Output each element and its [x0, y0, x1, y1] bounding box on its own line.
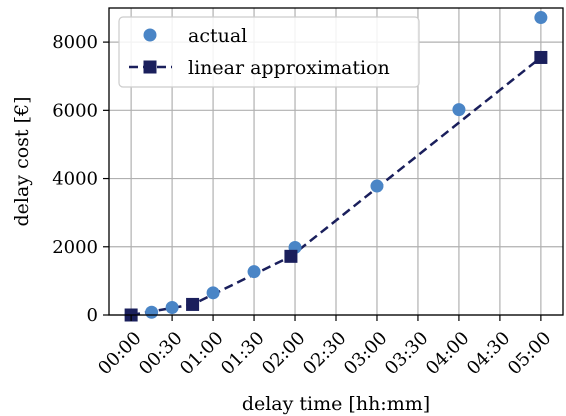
linear-approximation-line	[130, 56, 542, 317]
x-tick-label: 05:00	[504, 328, 556, 380]
actual-point	[165, 300, 179, 314]
x-tick-label: 03:30	[381, 328, 433, 380]
actual-point	[534, 11, 548, 25]
x-tick-label: 03:00	[340, 328, 392, 380]
y-axis-ticks: 0 2000 4000 6000 8000	[52, 32, 109, 326]
actual-point	[206, 286, 220, 300]
legend-box	[118, 16, 420, 88]
approximation-point	[534, 50, 548, 64]
x-tick-label: 00:00	[94, 328, 146, 380]
legend-actual-label: actual	[188, 25, 247, 47]
y-axis-label: delay cost [€]	[11, 96, 33, 226]
legend-approximation-label: linear approximation	[188, 57, 390, 79]
legend: actual linear approximation	[118, 16, 420, 88]
y-tick-label: 0	[87, 305, 98, 326]
approximation-point	[186, 297, 200, 311]
y-tick-label: 8000	[52, 32, 98, 53]
x-tick-label: 04:00	[422, 328, 474, 380]
x-tick-label: 00:30	[135, 328, 187, 380]
legend-actual-marker	[143, 28, 157, 42]
x-tick-label: 01:30	[217, 328, 269, 380]
y-tick-label: 2000	[52, 237, 98, 258]
x-axis-ticks: 00:0000:3001:0001:3002:0002:3003:0003:30…	[94, 315, 555, 379]
x-tick-label: 01:00	[176, 328, 228, 380]
series-linear-approximation-line	[130, 56, 542, 317]
actual-point	[247, 265, 261, 279]
x-axis-label: delay time [hh:mm]	[242, 393, 430, 415]
approximation-point	[284, 249, 298, 263]
series-markers	[124, 11, 548, 322]
x-tick-label: 02:00	[258, 328, 310, 380]
actual-point	[370, 179, 384, 193]
legend-approximation-marker	[143, 60, 157, 74]
actual-point	[145, 305, 159, 319]
y-tick-label: 6000	[52, 100, 98, 121]
x-tick-label: 02:30	[299, 328, 351, 380]
x-tick-label: 04:30	[463, 328, 515, 380]
y-tick-label: 4000	[52, 169, 98, 190]
actual-point	[452, 103, 466, 117]
